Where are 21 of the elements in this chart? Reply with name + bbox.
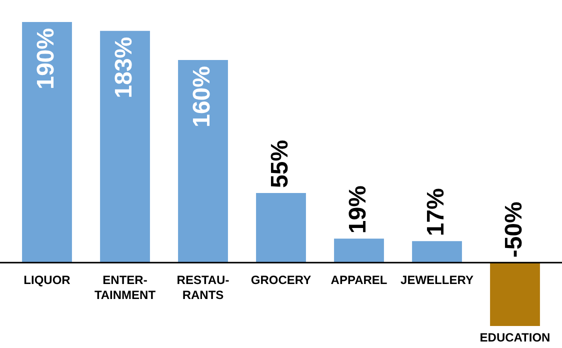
x-tick-label: JEWELLERY (400, 272, 474, 287)
x-tick-label: GROCERY (250, 272, 312, 287)
data-label: 19% (344, 186, 372, 234)
data-label: 190% (32, 28, 60, 90)
x-tick-label: ENTER- TAINMENT (94, 272, 156, 302)
x-tick-label: LIQUOR (24, 272, 71, 287)
data-label: 160% (188, 66, 216, 128)
data-label: 55% (266, 140, 294, 188)
x-tick-label: APPAREL (330, 272, 388, 287)
bar (334, 238, 384, 263)
bar (490, 262, 540, 326)
bar (256, 193, 306, 263)
x-tick-label: RESTAU- RANTS (176, 272, 230, 302)
bar (412, 241, 462, 263)
data-label: -50% (500, 202, 528, 258)
bar (22, 22, 72, 263)
data-label: 183% (110, 36, 138, 98)
bar (100, 30, 150, 263)
x-tick-label: EDUCATION (480, 330, 550, 344)
data-label: 17% (422, 188, 450, 236)
bar (178, 60, 228, 263)
